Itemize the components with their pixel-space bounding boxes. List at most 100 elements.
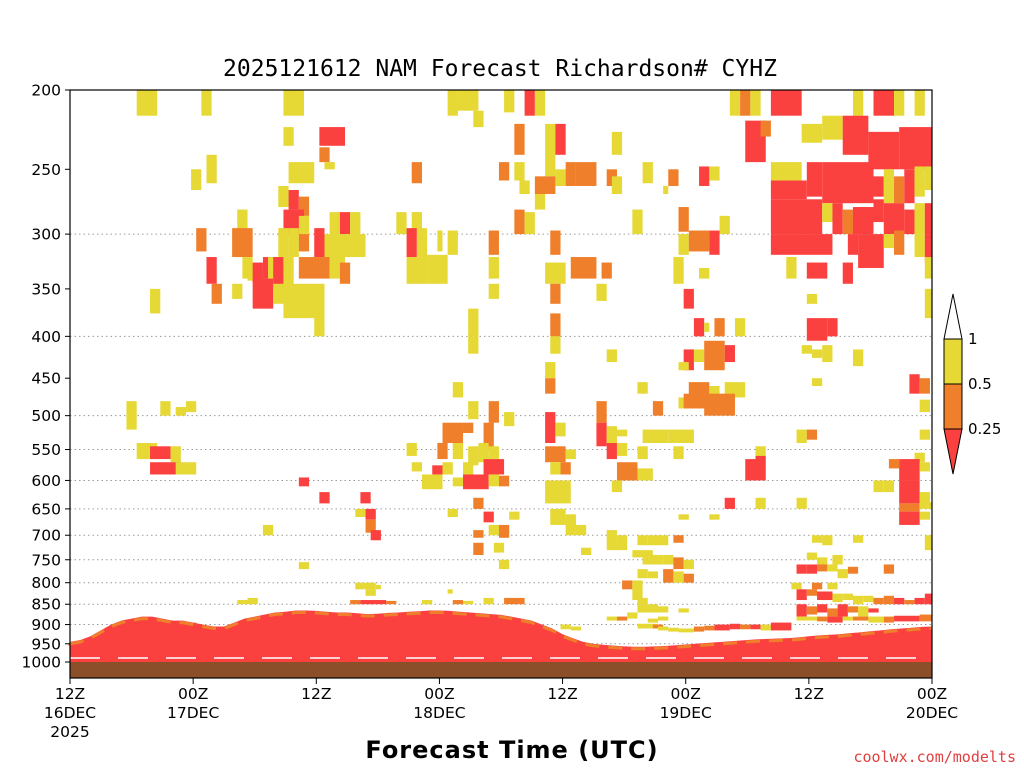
ri-cell: [483, 459, 505, 475]
ri-cell: [632, 580, 643, 592]
ri-cell: [406, 228, 417, 258]
ri-cell: [817, 591, 833, 601]
ri-cell: [273, 283, 284, 304]
ri-cell: [498, 559, 510, 570]
ri-cell: [350, 600, 361, 605]
ri-cell: [232, 228, 253, 258]
ri-cell: [375, 584, 381, 590]
ri-cell: [837, 569, 848, 579]
ri-cell: [504, 90, 515, 113]
ri-cell: [355, 508, 366, 518]
ri-cell: [842, 593, 853, 601]
ri-cell: [806, 429, 818, 440]
colorbar-top-arrow: [943, 293, 963, 340]
ri-cell: [832, 593, 843, 603]
x-tick-label: 16DEC: [44, 704, 96, 722]
x-tick-label: 12Z: [301, 685, 331, 703]
ri-cell: [873, 90, 895, 116]
ri-cell: [175, 462, 197, 475]
ri-cell: [852, 90, 864, 116]
ri-cell: [252, 278, 274, 309]
ri-cell: [770, 199, 823, 235]
ri-cell: [611, 480, 623, 493]
ri-cell: [678, 628, 694, 633]
ri-cell: [796, 604, 807, 617]
ri-cell: [637, 623, 659, 629]
ri-cell: [504, 412, 515, 427]
ri-cell: [832, 554, 843, 565]
x-tick-label: 12Z: [547, 685, 577, 703]
ri-cell: [473, 542, 484, 555]
ri-cell: [704, 340, 725, 371]
ri-cell: [452, 443, 464, 460]
ri-cell: [447, 230, 458, 255]
ri-cell: [745, 459, 756, 481]
ri-cell: [386, 600, 397, 605]
ri-cell: [673, 446, 684, 460]
ri-cell: [904, 600, 915, 605]
ri-cell: [498, 475, 510, 487]
ri-cell: [919, 429, 930, 440]
ri-cell: [822, 203, 833, 223]
ri-cell: [827, 582, 838, 590]
ri-cell: [252, 262, 263, 284]
ri-cell: [894, 230, 905, 255]
ri-cell: [396, 212, 407, 235]
ri-cell: [842, 262, 853, 284]
ri-cell: [411, 162, 422, 184]
ri-cell: [873, 199, 884, 223]
ri-cell: [452, 477, 464, 487]
ri-cell: [796, 616, 818, 621]
ri-cell: [555, 123, 566, 155]
y-tick-label: 500: [31, 407, 61, 425]
ri-cell: [796, 564, 807, 574]
y-tick-label: 200: [31, 82, 61, 100]
ri-cell: [288, 190, 299, 210]
ri-cell: [452, 382, 464, 398]
ri-cell: [416, 228, 428, 258]
ri-cell: [601, 262, 612, 279]
ri-cell: [211, 283, 222, 304]
ri-cell: [899, 127, 932, 170]
ri-cell: [514, 123, 525, 155]
ri-cell: [663, 569, 674, 583]
ri-cell: [919, 462, 930, 472]
ri-cell: [724, 382, 746, 398]
ri-cell: [185, 401, 197, 413]
ri-cell: [806, 162, 823, 197]
ri-cell: [329, 257, 340, 279]
ri-cell: [468, 401, 479, 420]
ri-cell: [150, 462, 181, 475]
ri-cell: [750, 624, 761, 630]
ri-cell: [411, 462, 422, 472]
ri-cell: [637, 446, 648, 460]
ri-cell: [247, 262, 258, 281]
ri-cell: [704, 322, 710, 332]
ri-cell: [868, 608, 879, 613]
ri-cell: [488, 230, 499, 255]
ri-cell: [822, 535, 833, 546]
ri-cell: [237, 600, 248, 605]
ri-cell: [678, 608, 689, 613]
y-tick-label: 450: [31, 370, 61, 388]
ri-cell: [365, 508, 376, 520]
y-tick-label: 400: [31, 328, 61, 346]
ri-cell: [719, 215, 730, 235]
ri-cell: [858, 234, 884, 268]
ri-cell: [314, 228, 325, 258]
ri-cell: [611, 176, 623, 195]
ri-cell: [545, 123, 556, 177]
ri-cell: [606, 616, 617, 621]
ri-cell: [832, 203, 843, 235]
ri-cell: [883, 203, 905, 235]
ri-cell: [488, 283, 499, 299]
ri-cell: [673, 257, 684, 284]
ri-cell: [498, 162, 510, 181]
ri-cell: [919, 614, 932, 622]
ri-cell: [827, 608, 838, 617]
ri-cell: [734, 318, 746, 337]
ri-cell: [570, 257, 597, 279]
ri-cell: [827, 564, 838, 572]
ri-cell: [616, 462, 638, 481]
ri-cell: [822, 162, 874, 204]
